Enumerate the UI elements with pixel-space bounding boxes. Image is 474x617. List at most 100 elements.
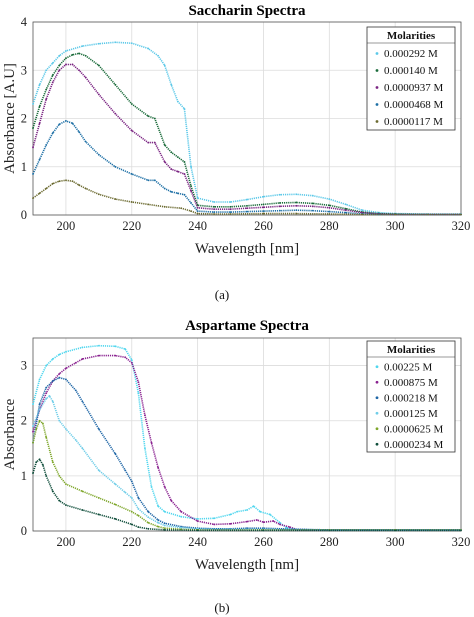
data-point	[78, 131, 80, 133]
subfigure-label: (b)	[214, 600, 229, 615]
chart-2: Aspartame Spectra 200 220 240 260 280 300 320 0 1…	[2, 318, 470, 615]
data-point	[45, 397, 48, 400]
data-point	[246, 520, 248, 523]
x-tick-label: 220	[122, 535, 141, 549]
data-point	[78, 69, 80, 72]
data-point	[311, 209, 314, 212]
y-tick-label: 0	[21, 208, 27, 222]
data-point	[170, 499, 173, 502]
data-point	[147, 141, 150, 144]
data-point	[279, 523, 281, 526]
data-point	[147, 179, 150, 182]
legend-entry: 0.0000468 M	[384, 99, 444, 111]
data-point	[460, 213, 462, 216]
data-point	[176, 156, 179, 159]
data-point	[295, 209, 298, 212]
data-point	[344, 207, 347, 210]
data-point	[170, 168, 173, 171]
data-point	[147, 510, 150, 513]
series-line	[32, 376, 461, 531]
data-point	[328, 204, 331, 207]
data-point	[229, 208, 232, 211]
data-point	[81, 509, 84, 511]
data-point	[65, 367, 67, 370]
data-point	[213, 213, 215, 215]
data-point	[295, 212, 298, 215]
data-point	[180, 515, 183, 518]
legend-entry: 0.00225 M	[384, 361, 433, 373]
data-point	[180, 207, 183, 210]
data-point	[45, 364, 48, 367]
data-point	[328, 206, 331, 209]
data-point	[170, 83, 173, 86]
data-point	[51, 132, 54, 134]
legend-entry: 0.000875 M	[384, 377, 438, 389]
data-point	[58, 419, 61, 422]
data-point	[279, 202, 281, 204]
data-point	[176, 170, 179, 173]
data-point	[38, 378, 41, 381]
data-point	[65, 57, 67, 60]
data-point	[32, 403, 34, 406]
data-point	[163, 205, 166, 208]
data-point	[58, 64, 61, 67]
data-point	[272, 520, 275, 522]
data-point	[41, 422, 44, 425]
data-point	[328, 529, 331, 532]
y-axis-label: Absorbance	[2, 398, 18, 470]
data-point	[32, 441, 34, 444]
data-point	[190, 202, 192, 204]
data-point	[311, 194, 314, 197]
data-point	[196, 529, 199, 532]
data-point	[32, 430, 34, 433]
data-point	[65, 504, 67, 506]
data-point	[190, 165, 192, 168]
data-point	[35, 461, 38, 463]
data-point	[252, 505, 255, 508]
data-point	[58, 474, 61, 477]
legend-marker	[375, 365, 379, 369]
data-point	[279, 205, 281, 208]
data-point	[81, 346, 84, 349]
data-point	[32, 173, 34, 175]
legend-entry: 0.0000117 M	[384, 116, 443, 128]
x-tick-label: 200	[57, 219, 76, 233]
data-point	[246, 207, 248, 210]
data-point	[65, 378, 67, 381]
x-tick-label: 220	[122, 219, 141, 233]
data-point	[328, 198, 331, 200]
data-point	[74, 439, 77, 441]
data-point	[144, 447, 146, 450]
data-point	[213, 208, 215, 211]
data-point	[361, 213, 364, 216]
data-point	[170, 151, 173, 154]
data-point	[262, 206, 265, 209]
data-point	[38, 408, 41, 411]
data-point	[361, 209, 364, 212]
data-point	[45, 98, 48, 101]
data-point	[190, 189, 192, 192]
data-point	[97, 153, 100, 156]
data-point	[196, 206, 199, 209]
data-point	[157, 525, 160, 528]
data-point	[97, 469, 100, 472]
data-point	[97, 93, 100, 96]
data-point	[130, 361, 133, 364]
data-point	[163, 485, 166, 488]
data-point	[157, 519, 160, 521]
data-point	[196, 520, 199, 522]
data-point	[97, 193, 100, 196]
data-point	[229, 211, 232, 214]
data-point	[163, 144, 166, 146]
data-point	[114, 517, 117, 520]
data-point	[183, 193, 186, 196]
data-point	[279, 521, 281, 524]
x-tick-label: 240	[188, 535, 207, 549]
legend-marker	[375, 411, 379, 415]
data-point	[190, 210, 192, 213]
data-point	[196, 517, 199, 520]
legend-marker	[375, 69, 379, 72]
x-tick-label: 320	[452, 535, 471, 549]
y-tick-label: 3	[21, 63, 27, 77]
